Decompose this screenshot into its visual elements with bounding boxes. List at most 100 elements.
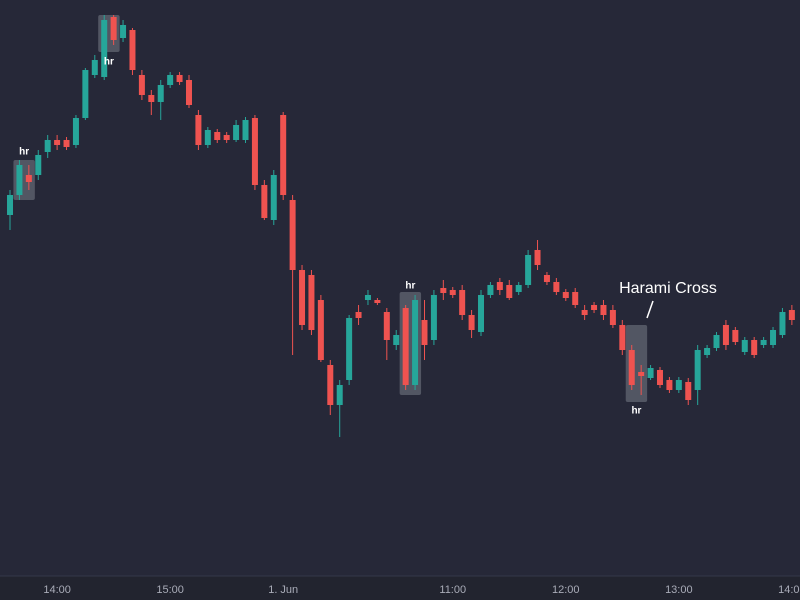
candle-body	[35, 155, 42, 175]
candle-body	[44, 140, 51, 152]
candle-body	[515, 285, 522, 292]
candle-body	[223, 135, 230, 140]
candle-body	[355, 312, 362, 318]
candle-body	[242, 120, 249, 140]
callout-pointer	[646, 300, 654, 319]
candle-body	[704, 348, 711, 355]
candle-body	[647, 368, 654, 378]
candle-body	[760, 340, 767, 345]
candle-body	[638, 372, 645, 376]
candle-body	[195, 115, 202, 145]
candle-body	[204, 130, 211, 145]
candle-body	[91, 60, 98, 75]
candle-body	[412, 300, 419, 385]
candle-body	[685, 382, 692, 400]
pattern-label: hr	[631, 406, 641, 417]
candle-body	[16, 165, 23, 195]
candle-body	[732, 330, 739, 342]
candle-body	[270, 175, 277, 220]
candle-body	[619, 325, 626, 350]
candle-body	[440, 288, 447, 293]
candle-body	[82, 70, 89, 118]
x-tick-label: 1. Jun	[268, 584, 298, 596]
candle-body	[609, 310, 616, 325]
candle-body	[25, 175, 32, 182]
candle-body	[185, 80, 192, 105]
candle-body	[129, 30, 136, 70]
candle-body	[675, 380, 682, 390]
candle-body	[346, 318, 353, 380]
candle-body	[468, 315, 475, 330]
candle-body	[656, 370, 663, 385]
candle-body	[374, 300, 381, 303]
candle-body	[751, 340, 758, 355]
candle-body	[148, 95, 155, 102]
candle-body	[779, 312, 786, 335]
candle-body	[600, 305, 607, 315]
candle-body	[572, 292, 579, 305]
candle-body	[280, 115, 287, 195]
candle-body	[421, 320, 428, 345]
candle-body	[54, 140, 61, 145]
candle-body	[327, 365, 334, 405]
candle-body	[167, 75, 174, 85]
candle-body	[722, 325, 729, 345]
pattern-label: hr	[104, 57, 114, 68]
candle-body	[553, 282, 560, 292]
time-axis	[0, 576, 800, 600]
candle-body	[628, 350, 635, 385]
candle-body	[383, 312, 390, 340]
candle-body	[402, 308, 409, 385]
x-tick-label: 14:00	[778, 584, 800, 596]
candle-body	[666, 380, 673, 390]
candle-body	[496, 282, 503, 290]
candle-body	[7, 195, 14, 215]
x-tick-label: 15:00	[156, 584, 184, 596]
candle-body	[788, 310, 795, 320]
candle-body	[393, 335, 400, 345]
candle-body	[157, 85, 164, 102]
candle-body	[534, 250, 541, 265]
candle-body	[694, 350, 701, 390]
candle-body	[449, 290, 456, 295]
candle-body	[581, 310, 588, 315]
candle-body	[299, 270, 306, 325]
x-tick-label: 11:00	[439, 584, 466, 596]
candle-body	[101, 20, 108, 77]
candle-body	[63, 140, 70, 147]
candle-body	[478, 295, 485, 332]
candle-body	[110, 17, 117, 40]
x-tick-label: 12:00	[552, 584, 580, 596]
candle-body	[591, 305, 598, 310]
candle-body	[713, 335, 720, 348]
candle-body	[364, 295, 371, 300]
candle-body	[308, 275, 315, 330]
candle-body	[430, 295, 437, 340]
candle-body	[233, 125, 240, 140]
candle-body	[120, 25, 127, 38]
candle-body	[525, 255, 532, 285]
candle-body	[336, 385, 343, 405]
candle-body	[562, 292, 569, 298]
candle-body	[138, 75, 145, 95]
candle-body	[289, 200, 296, 270]
candle-body	[543, 275, 550, 282]
candle-body	[261, 185, 268, 218]
x-tick-label: 14:00	[43, 584, 71, 596]
candle-body	[506, 285, 513, 298]
candle-body	[176, 75, 183, 82]
pattern-label: hr	[19, 147, 29, 158]
pattern-label: hr	[405, 281, 415, 292]
candle-body	[459, 290, 466, 315]
candle-body	[487, 285, 494, 295]
candle-body	[770, 330, 777, 345]
callout-label: Harami Cross	[619, 280, 717, 297]
candle-body	[72, 118, 79, 145]
candle-body	[214, 132, 221, 140]
candle-body	[317, 300, 324, 360]
candle-body	[251, 118, 258, 185]
x-tick-label: 13:00	[665, 584, 693, 596]
